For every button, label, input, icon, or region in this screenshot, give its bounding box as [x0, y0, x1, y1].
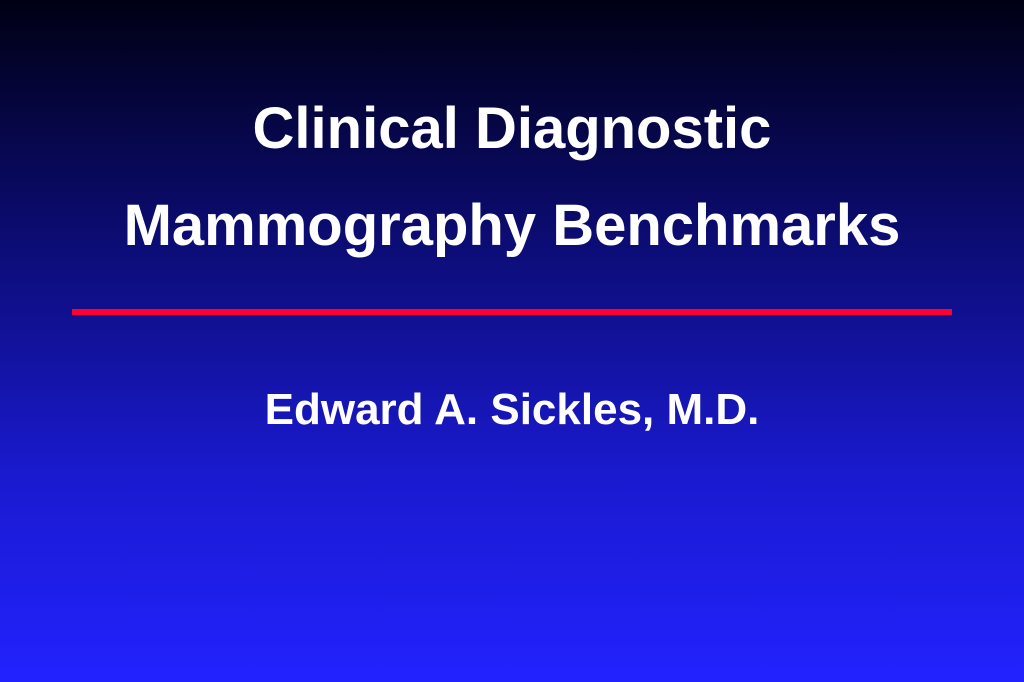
slide-title-line1: Clinical Diagnostic [253, 95, 772, 162]
divider-line [72, 309, 952, 315]
slide-author: Edward A. Sickles, M.D. [265, 385, 760, 435]
slide-title-line2: Mammography Benchmarks [124, 192, 901, 259]
title-slide: Clinical Diagnostic Mammography Benchmar… [0, 0, 1024, 682]
